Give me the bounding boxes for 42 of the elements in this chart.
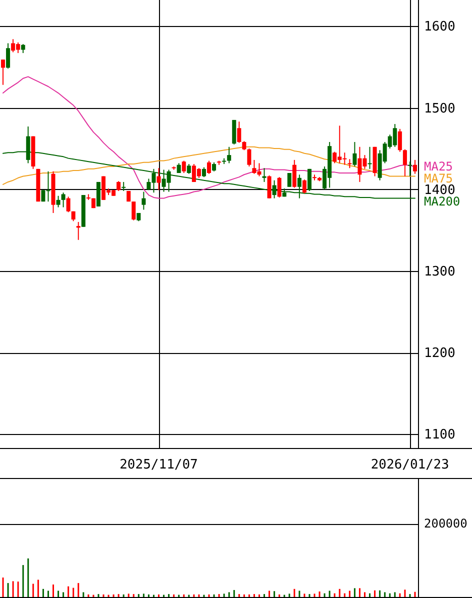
candlestick (61, 192, 66, 208)
y-tick-label: 1300 (424, 264, 456, 280)
candlestick (206, 160, 212, 174)
candlestick (408, 161, 412, 177)
x-tick-label: 2025/11/07 (120, 458, 198, 473)
x-tick-label: 2026/01/23 (370, 458, 450, 473)
candlestick (1, 59, 6, 86)
candlestick (402, 148, 407, 177)
candlestick (247, 148, 252, 167)
candlestick (237, 121, 242, 144)
candlestick (302, 179, 306, 194)
line-series (2, 76, 416, 199)
candlestick (352, 141, 357, 167)
y-tick-label: 1100 (424, 428, 456, 443)
candlestick (232, 119, 236, 145)
y-tick-label: 1200 (424, 346, 456, 362)
candlestick (292, 159, 296, 188)
candlestick (412, 159, 417, 174)
candlestick (277, 176, 282, 198)
line-series (2, 146, 416, 185)
candlestick (398, 128, 402, 152)
candlestick (368, 146, 372, 170)
candlestick (267, 174, 272, 199)
candlestick (262, 168, 266, 182)
candlestick (66, 196, 70, 213)
candlestick (116, 180, 121, 192)
candlestick (202, 166, 206, 178)
candlestick (307, 168, 312, 192)
y-tick-label: 200000 (424, 516, 468, 531)
candlestick (182, 160, 186, 174)
candlestick (227, 146, 232, 164)
y-tick-label: 1600 (424, 20, 456, 35)
candlestick (76, 221, 80, 240)
candlestick (56, 195, 60, 208)
candlestick (287, 172, 292, 188)
candlestick (156, 168, 161, 191)
candlestick (142, 191, 146, 210)
candlestick (6, 42, 10, 70)
candlestick (186, 164, 191, 174)
series-label: MA25 (424, 160, 453, 174)
y-tick-label: 1500 (424, 101, 456, 116)
candlestick (132, 201, 136, 221)
